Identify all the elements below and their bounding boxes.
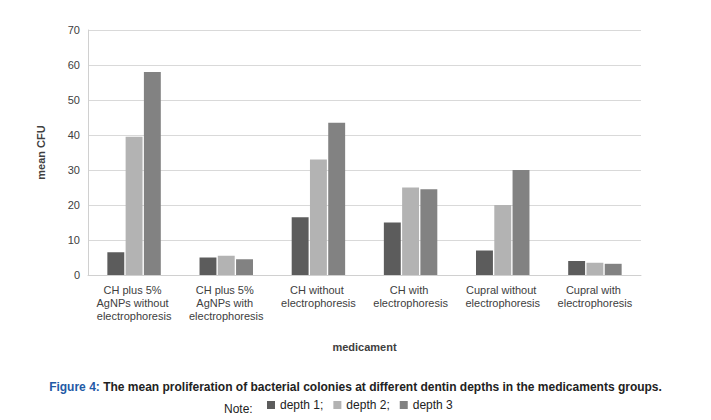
svg-text:Cupral without: Cupral without [466,284,539,296]
svg-text:depth 2;: depth 2; [346,398,389,412]
svg-text:electrophoresis: electrophoresis [373,297,448,309]
svg-text:depth 1;: depth 1; [280,398,323,412]
svg-text:Note:: Note: [224,402,253,416]
svg-text:electrophoresis: electrophoresis [189,310,264,322]
svg-text:The mean proliferation of bact: The mean proliferation of bacterial colo… [100,380,662,394]
svg-text:mean CFU: mean CFU [35,125,47,179]
svg-text:CH without: CH without [290,284,347,296]
svg-text:electrophoresis: electrophoresis [558,297,633,309]
svg-text:CH plus 5%: CH plus 5% [104,284,165,296]
svg-text:0: 0 [74,269,80,281]
svg-text:Cupral with: Cupral with [566,284,624,296]
svg-text:70: 70 [68,24,80,36]
svg-text:AgNPs without: AgNPs without [96,297,171,309]
svg-text:20: 20 [68,199,80,211]
svg-text:Figure 4:: Figure 4: [49,380,100,394]
svg-text:50: 50 [68,94,80,106]
svg-text:10: 10 [68,234,80,246]
svg-text:medicament: medicament [332,341,397,353]
svg-text:electrophoresis: electrophoresis [97,310,172,322]
svg-text:30: 30 [68,164,80,176]
svg-text:60: 60 [68,59,80,71]
svg-text:AgNPs with: AgNPs with [196,297,256,309]
svg-text:CH with: CH with [390,284,432,296]
svg-text:electrophoresis: electrophoresis [281,297,356,309]
svg-text:CH plus 5%: CH plus 5% [196,284,257,296]
svg-text:depth 3: depth 3 [413,398,453,412]
svg-text:electrophoresis: electrophoresis [465,297,540,309]
svg-text:40: 40 [68,129,80,141]
